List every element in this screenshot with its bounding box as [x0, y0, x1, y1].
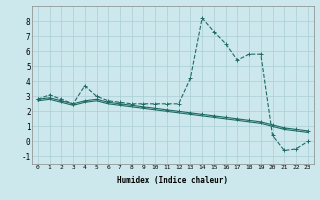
X-axis label: Humidex (Indice chaleur): Humidex (Indice chaleur) — [117, 176, 228, 185]
